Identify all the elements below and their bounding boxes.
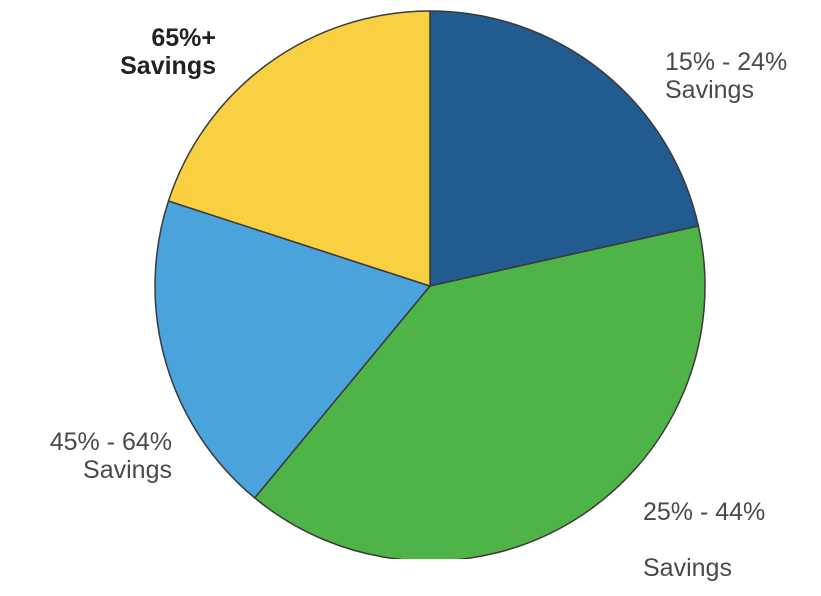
slice-label-45-64-line2: Savings [83,456,172,484]
pie-chart: 15% - 24% Savings 25% - 44% Savings 45% … [12,10,787,582]
slice-label-45-64: 45% - 64% Savings [12,428,172,484]
slice-label-65-plus-line2: Savings [120,52,216,80]
pie-slice-25-44 [253,225,706,559]
slice-label-25-44: 25% - 44% Savings [643,484,765,596]
slice-label-15-24-line2: Savings [665,76,754,104]
slice-label-15-24: 15% - 24% Savings [665,48,787,104]
pie-slice-45-64 [154,200,431,499]
slice-label-25-44-line1: 25% - 44% [643,498,766,526]
slice-label-65-plus: 65%+ Savings [86,24,216,80]
pie-slice-15-24 [429,10,700,287]
pie-slice-65-plus [167,10,431,287]
slice-label-15-24-line1: 15% - 24% [665,48,788,76]
pie-chart-svg [154,10,706,559]
slice-label-45-64-line1: 45% - 64% [49,428,172,456]
slice-label-65-plus-line1: 65%+ [151,24,216,52]
slice-label-25-44-line2: Savings [643,554,732,582]
